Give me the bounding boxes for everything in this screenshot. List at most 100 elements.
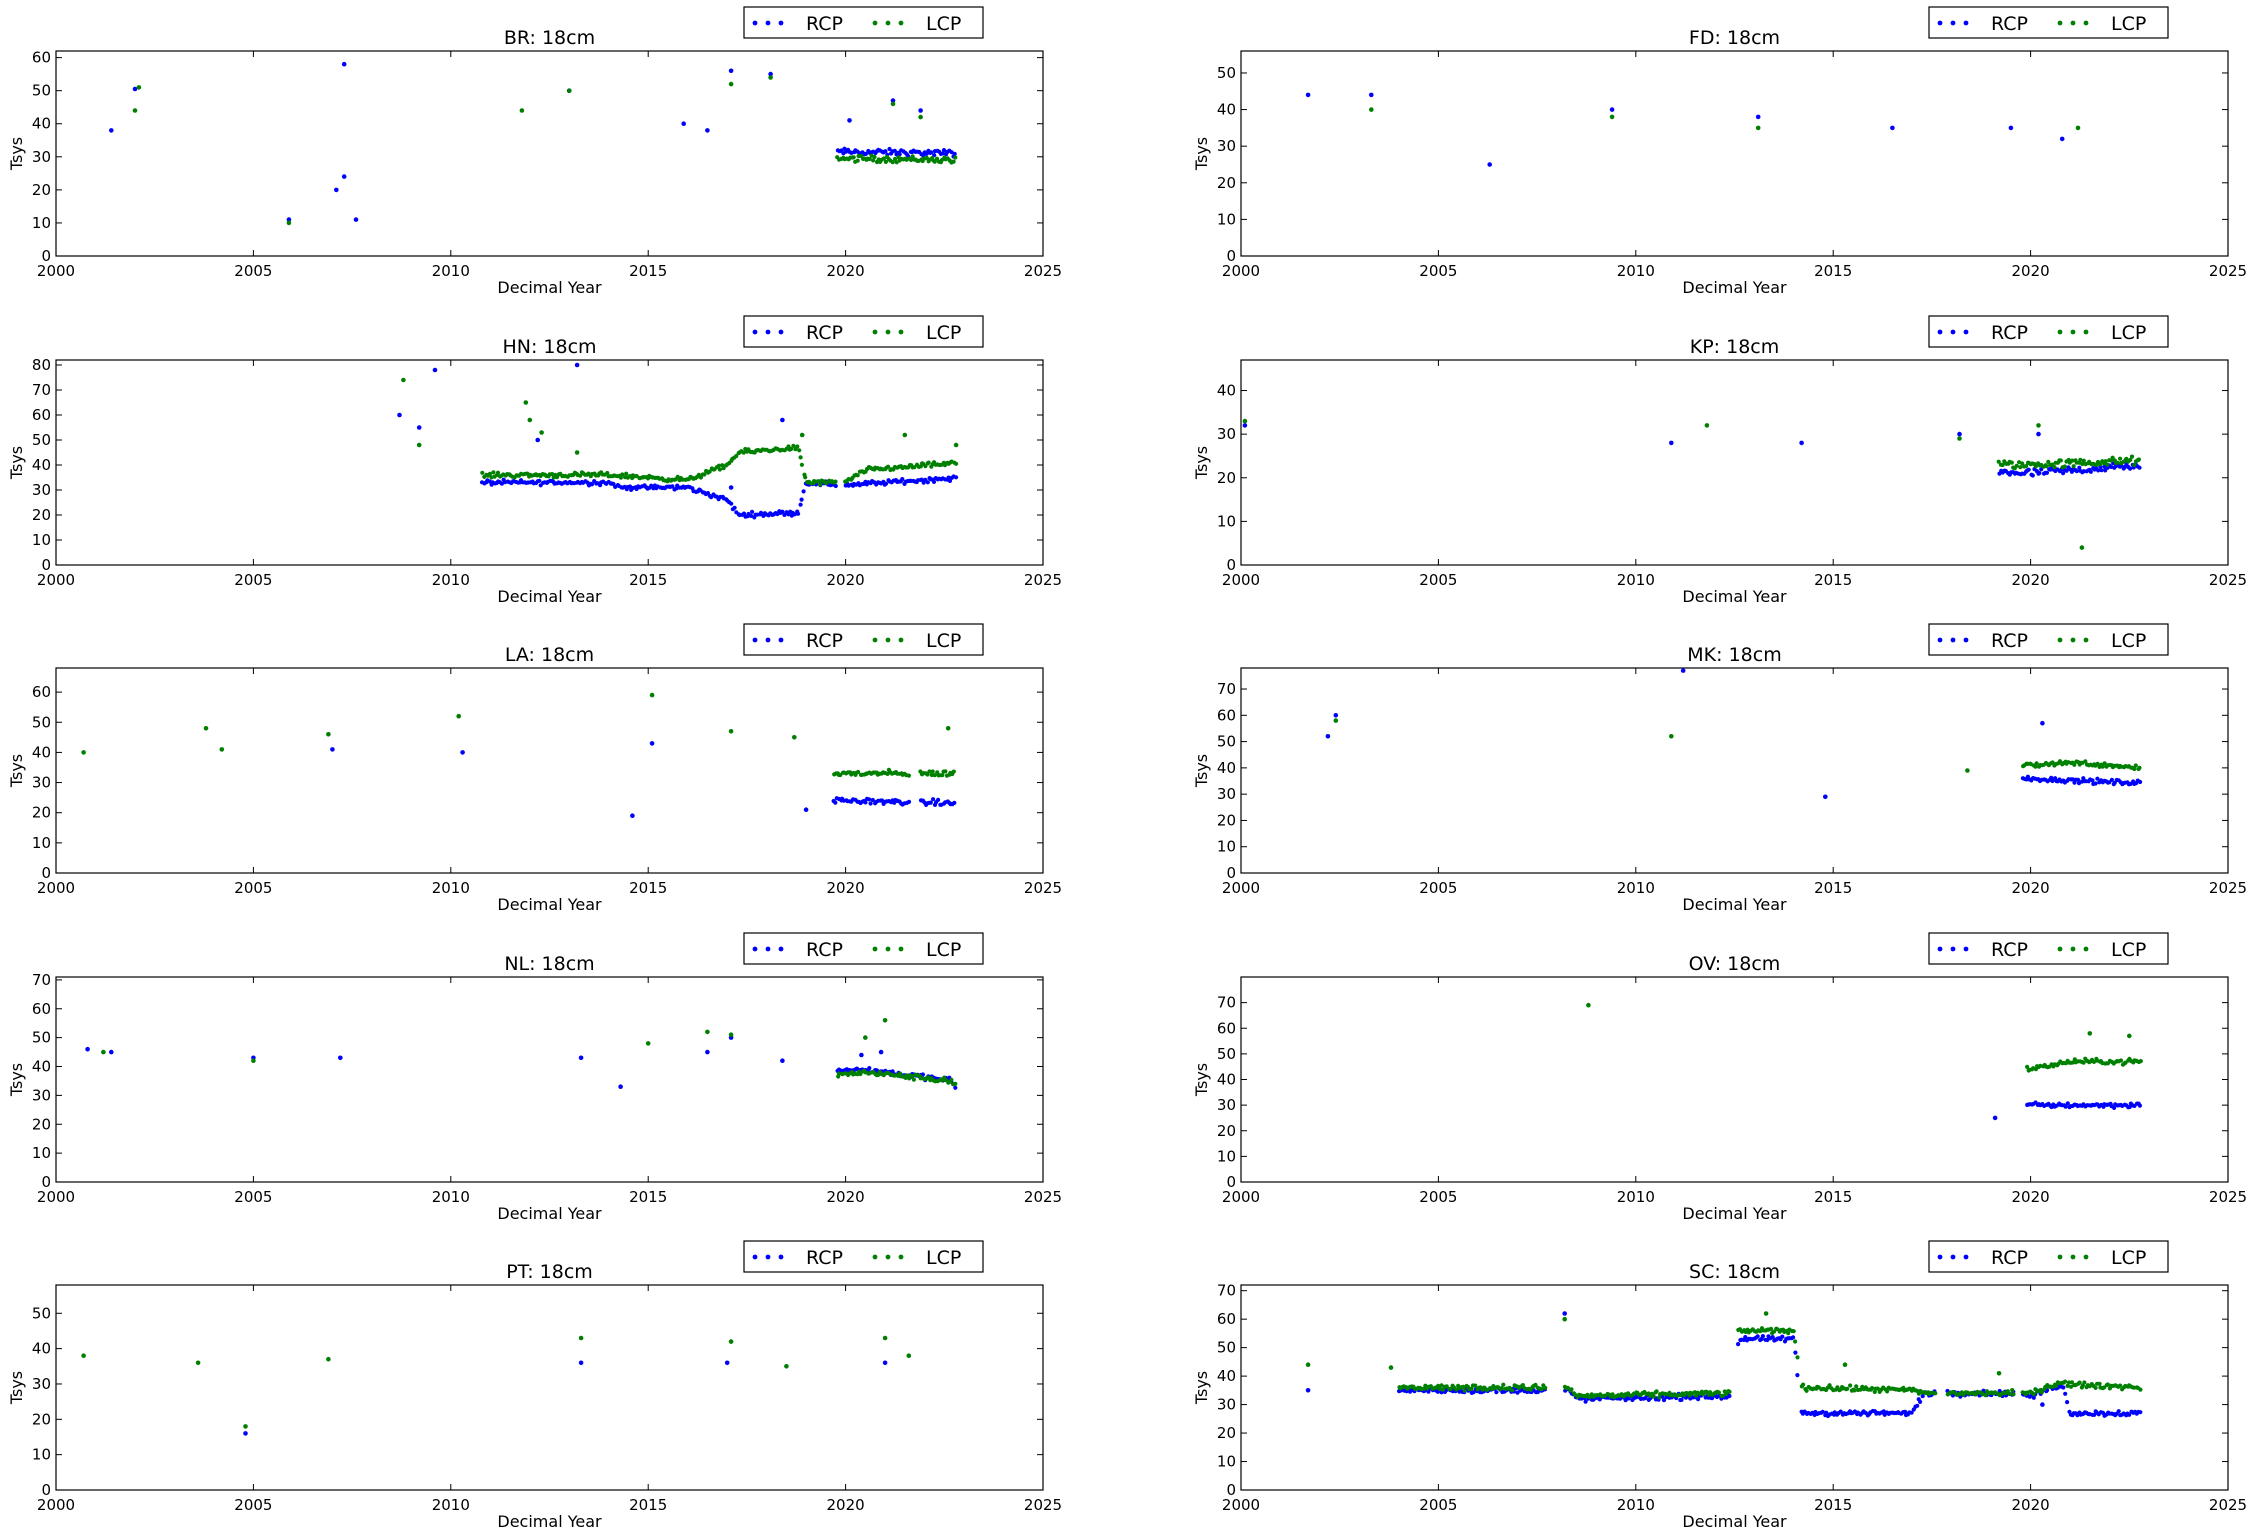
data-point-rcp [1770,1335,1775,1340]
outlier-point-rcp [780,1058,785,1063]
data-point-rcp [1583,1399,1588,1404]
series-rcp [330,741,957,818]
x-tick-label: 2015 [629,879,667,897]
x-tick-label: 2025 [1024,571,1062,589]
legend-box [1928,623,2169,656]
legend: RCP LCP [1928,315,2169,348]
data-point-lcp [1569,1387,1574,1392]
outlier-point-rcp [578,1360,584,1366]
data-point-lcp [2063,1379,2068,1384]
x-tick-label: 2000 [37,571,75,589]
legend-marker-lcp [2070,329,2076,335]
data-point-lcp [943,1078,948,1083]
data-point-lcp [491,470,496,475]
outlier-point-lcp [1996,1371,2002,1376]
outlier-point-rcp [1680,668,1686,673]
x-axis-label: Decimal Year [497,1204,602,1223]
data-point-lcp [2103,459,2108,464]
x-tick-label: 2000 [37,262,75,280]
outlier-point-lcp [1957,436,1962,441]
data-point-lcp [2069,1380,2075,1385]
y-tick-label: 0 [41,1481,51,1499]
panel-br: 2000 2005 2010 2015 2020 2025 0 10 20 30 40 50 60 BR:… [7,6,1062,297]
y-tick-label: 40 [32,1058,51,1076]
data-point-lcp [702,472,707,477]
legend-label-rcp: RCP [806,322,843,344]
outlier-point-rcp [330,747,335,752]
legend-marker-lcp [898,1254,904,1260]
data-point-lcp [675,474,680,479]
y-tick-label: 40 [1217,759,1236,777]
series-lcp [1333,718,2142,773]
outlier-point-rcp [1957,431,1962,437]
data-point-lcp [2009,460,2014,465]
x-tick-label: 2020 [2012,879,2050,897]
legend-marker-lcp [898,946,904,952]
outlier-point-lcp [251,1058,256,1063]
outlier-point-lcp [918,114,923,120]
outlier-point-rcp [803,807,809,812]
series-lcp [132,75,958,226]
data-point-lcp [886,464,891,469]
data-point-rcp [1881,1409,1886,1414]
outlier-point-lcp [882,1018,888,1023]
outlier-point-lcp [1704,423,1710,428]
y-axis-label: Tsys [1192,1371,1211,1405]
y-tick-label: 30 [1217,137,1236,155]
y-axis-label: Tsys [7,1371,26,1405]
legend: RCP LCP [743,315,984,348]
series-lcp [81,1335,912,1429]
outlier-point-rcp [681,121,686,126]
legend-marker-rcp [1937,329,1943,335]
data-point-lcp [1786,1331,1791,1336]
data-point-lcp [1870,1386,1875,1391]
legend-marker-rcp [752,637,758,643]
x-axis-label: Decimal Year [1682,1512,1787,1531]
x-axis-label: Decimal Year [497,895,602,914]
data-point-rcp [799,497,804,502]
data-point-lcp [872,154,877,160]
data-point-lcp [2081,1060,2086,1065]
data-point-lcp [890,160,895,165]
x-tick-label: 2025 [2209,879,2247,897]
x-tick-label: 2010 [1617,262,1655,280]
legend-marker-rcp [1937,20,1943,26]
data-point-lcp [855,158,860,163]
outlier-point-lcp [1609,114,1615,120]
outlier-point-lcp [890,101,896,107]
series-lcp [401,377,959,487]
series-rcp [243,1360,888,1436]
legend-marker-lcp [2083,637,2089,643]
outlier-point-lcp [906,1353,912,1358]
data-point-lcp [605,470,610,476]
y-axis-label: Tsys [7,137,26,171]
data-point-rcp [941,148,947,153]
y-tick-label: 10 [32,1144,51,1162]
data-point-lcp [851,155,856,160]
outlier-point-rcp [1669,440,1674,446]
outlier-point-lcp [286,220,292,226]
legend-label-lcp: LCP [926,939,961,961]
data-point-lcp [1469,1386,1474,1391]
data-point-lcp [1499,1386,1504,1391]
x-tick-label: 2015 [1814,1188,1852,1206]
x-tick-label: 2015 [1814,1496,1852,1514]
outlier-point-lcp [203,726,209,731]
legend-label-lcp: LCP [2111,1247,2146,1269]
x-tick-label: 2005 [1419,1188,1457,1206]
y-tick-label: 50 [32,713,51,731]
data-point-rcp [1780,1334,1785,1339]
data-point-rcp [2127,1104,2132,1110]
y-tick-label: 10 [1217,838,1236,856]
x-tick-label: 2025 [2209,1496,2247,1514]
outlier-point-lcp [1669,734,1674,739]
legend: RCP LCP [743,1240,984,1273]
data-point-lcp [2137,765,2142,770]
data-point-rcp [2096,468,2101,473]
data-point-lcp [2097,462,2102,467]
outlier-point-lcp [578,1335,584,1341]
legend-marker-lcp [872,946,878,952]
legend-box [743,315,984,348]
outlier-point-rcp [2036,431,2041,437]
